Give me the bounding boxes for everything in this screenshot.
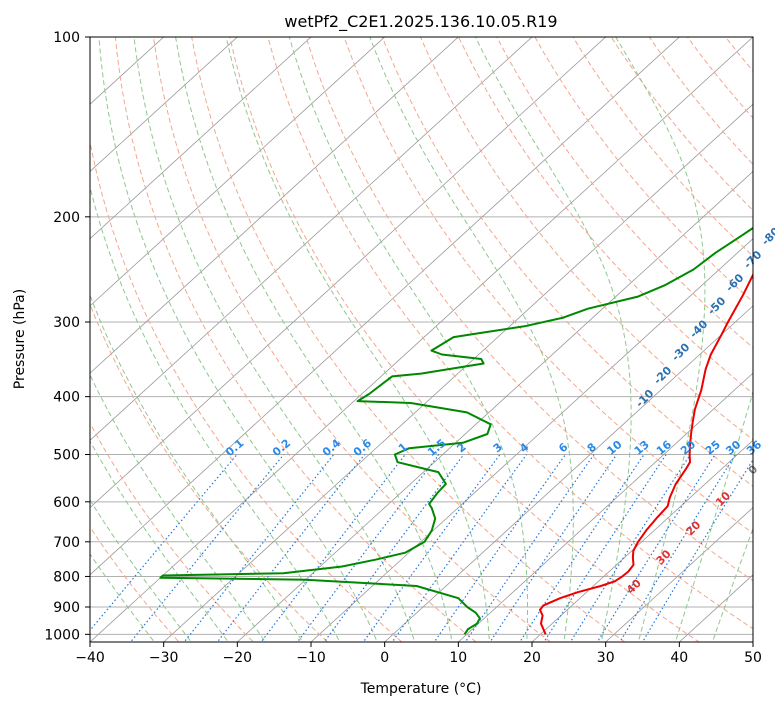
dry-adiabat <box>419 37 753 441</box>
x-tick-label: −20 <box>223 650 253 666</box>
mixing-ratio-line <box>183 454 335 642</box>
background-reference-lines <box>90 37 753 642</box>
dry-adiabat <box>90 422 254 642</box>
temperature-series-line <box>539 272 753 635</box>
skewed-isotherm <box>310 238 753 642</box>
moist-adiabat <box>90 293 304 642</box>
dewpoint-series-line <box>159 226 753 635</box>
mixing-ratio-line <box>129 454 285 642</box>
skewed-isotherm <box>90 37 753 642</box>
x-tick-label: 50 <box>744 650 762 666</box>
mixing-ratio-line <box>641 458 753 642</box>
skewed-isotherm <box>90 37 312 240</box>
x-tick-label: −40 <box>75 650 105 666</box>
x-tick-label: 0 <box>380 650 389 666</box>
x-axis-label: Temperature (°C) <box>360 681 482 697</box>
dry-adiabat <box>267 37 753 630</box>
y-tick-label: 700 <box>53 535 80 551</box>
y-tick-label: 800 <box>53 569 80 585</box>
axis-ticks: −40 −30 −20 −10 0 10 20 30 40 50 1000 900 800 700 600 5… <box>44 30 762 666</box>
dry-adiabat <box>572 37 753 257</box>
moist-adiabat <box>288 37 528 642</box>
y-tick-label: 600 <box>53 495 80 511</box>
moist-adiabat <box>369 37 574 642</box>
dry-adiabat <box>90 526 180 642</box>
skewed-isotherm <box>458 372 753 642</box>
moist-adiabat <box>90 184 341 642</box>
moist-adiabat <box>90 373 266 642</box>
skewed-isotherm <box>163 103 753 642</box>
dry-adiabat <box>114 37 477 642</box>
mixing-ratio-line <box>519 454 645 642</box>
dry-adiabat <box>458 37 753 395</box>
y-tick-label: 100 <box>53 30 80 46</box>
moist-adiabat <box>474 37 632 642</box>
y-axis-label: Pressure (hPa) <box>12 289 28 389</box>
moist-adiabat <box>711 527 753 642</box>
moist-adiabat <box>90 440 229 642</box>
mixing-ratio-line <box>391 454 528 642</box>
mixing-ratio-line <box>596 454 716 642</box>
chart-title: wetPf2_C2E1.2025.136.10.05.R19 <box>284 12 557 32</box>
dry-adiabat <box>648 37 753 166</box>
x-tick-label: −10 <box>296 650 326 666</box>
y-tick-label: 300 <box>53 315 80 331</box>
skewed-isotherm <box>90 37 680 576</box>
y-tick-label: 500 <box>53 448 80 464</box>
moist-adiabat <box>615 37 706 642</box>
skewed-isotherm <box>90 37 238 172</box>
x-tick-label: 40 <box>670 650 688 666</box>
moist-adiabat <box>674 390 753 642</box>
dry-adiabat <box>153 37 552 642</box>
skewed-isotherm <box>90 37 386 307</box>
mixing-ratio-line <box>216 454 366 642</box>
mixing-ratio-line <box>464 454 595 642</box>
x-tick-label: 10 <box>449 650 467 666</box>
moist-adiabat <box>225 37 490 642</box>
skewed-isotherm <box>237 170 753 642</box>
mixing-ratio-line <box>260 454 406 642</box>
mixing-ratio-line <box>433 454 566 642</box>
dry-adiabat <box>90 139 403 642</box>
skewed-isotherm <box>90 37 459 374</box>
dry-adiabat <box>229 37 700 642</box>
x-tick-label: −30 <box>149 650 179 666</box>
x-tick-label: 30 <box>597 650 615 666</box>
y-tick-label: 1000 <box>44 627 80 643</box>
skewed-isotherm <box>605 507 753 642</box>
dry-adiabat <box>381 37 753 487</box>
dry-adiabat <box>534 37 753 303</box>
mixing-ratio-line <box>296 454 440 642</box>
plot-frame <box>89 36 754 643</box>
skewed-isotherm <box>531 439 753 642</box>
x-tick-label: 20 <box>523 650 541 666</box>
moist-adiabat <box>133 37 416 642</box>
mixing-ratio-line <box>619 454 737 642</box>
mixing-ratio-line <box>90 454 238 632</box>
skewed-isotherm <box>90 37 607 509</box>
y-tick-label: 400 <box>53 390 80 406</box>
moist-adiabat <box>175 37 453 642</box>
dry-adiabat <box>305 37 753 582</box>
y-tick-label: 900 <box>53 600 80 616</box>
y-tick-label: 200 <box>53 210 80 226</box>
profile-series <box>159 226 753 635</box>
mixing-ratio-line <box>489 454 618 642</box>
moist-adiabat <box>98 37 378 642</box>
